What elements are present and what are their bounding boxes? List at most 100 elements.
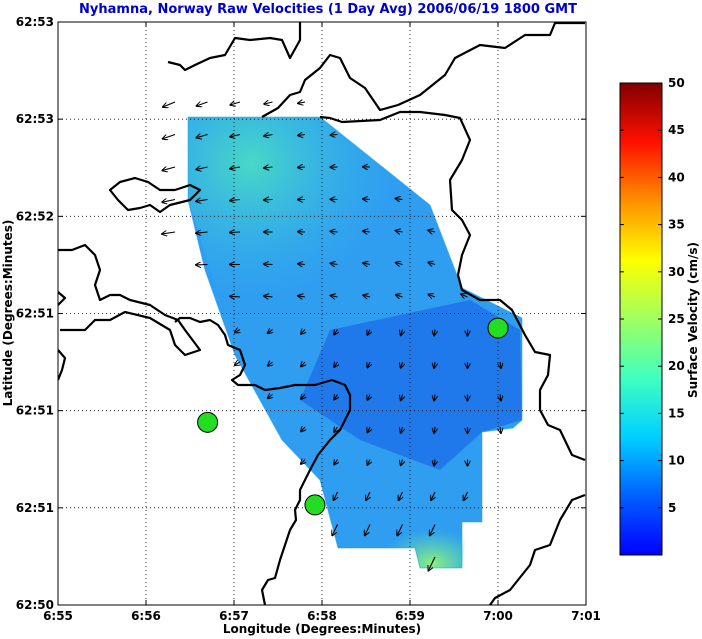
velocity-vector <box>461 294 468 297</box>
velocity-vector <box>235 330 240 333</box>
velocity-vector <box>264 135 273 137</box>
velocity-vector <box>500 426 501 433</box>
velocity-vector <box>268 395 273 399</box>
x-tick-label: 6:55 <box>43 609 73 623</box>
chart-title: Nyhamna, Norway Raw Velocities (1 Day Av… <box>79 2 577 17</box>
velocity-vector <box>196 167 208 170</box>
velocity-vector <box>367 395 370 400</box>
y-axis: 62:53 62:53 62:52 62:51 62:51 62:51 62:50 <box>16 15 586 612</box>
colorbar-tick-label: 10 <box>668 454 685 468</box>
velocity-vector <box>298 296 306 297</box>
velocity-vector <box>163 101 176 107</box>
colorbar <box>619 82 663 556</box>
velocity-vector <box>397 524 403 536</box>
velocity-vector <box>401 459 403 466</box>
x-axis: 6:55 6:56 6:57 6:58 6:59 7:00 7:01 <box>43 22 601 623</box>
velocity-vector <box>331 263 338 264</box>
velocity-field-light <box>188 117 440 350</box>
colorbar-tick-label: 50 <box>668 76 685 90</box>
velocity-vector <box>264 296 273 297</box>
velocity-vector <box>268 362 273 366</box>
x-tick-label: 7:00 <box>483 609 513 623</box>
y-tick-label: 62:50 <box>16 598 54 612</box>
velocity-vector <box>264 200 273 201</box>
velocity-vector <box>396 199 403 200</box>
velocity-vector <box>298 135 306 136</box>
velocity-vector <box>401 394 403 401</box>
velocity-vector <box>430 524 436 536</box>
velocity-vector <box>428 556 436 571</box>
velocity-vector <box>301 330 305 334</box>
velocity-vector <box>196 232 208 233</box>
colorbar-tick-label: 20 <box>668 359 685 373</box>
velocity-vector <box>298 102 306 103</box>
velocity-vector <box>366 491 370 500</box>
velocity-vector <box>264 102 273 104</box>
velocity-vector <box>434 426 435 433</box>
velocity-vector <box>428 262 436 264</box>
x-tick-label: 7:01 <box>571 609 601 623</box>
velocity-vector <box>431 491 435 500</box>
velocity-vector <box>162 232 176 234</box>
velocity-vector <box>434 361 435 368</box>
velocity-vector <box>367 362 370 367</box>
velocity-vector <box>334 460 337 465</box>
velocity-vector <box>367 460 370 465</box>
y-tick-label: 62:52 <box>16 209 54 223</box>
velocity-vector <box>396 231 403 232</box>
velocity-vector <box>396 295 403 297</box>
velocity-vector <box>301 362 305 366</box>
y-tick-label: 62:53 <box>16 112 54 126</box>
station-markers <box>197 317 509 516</box>
colorbar-tick-label: 45 <box>668 123 685 137</box>
velocity-vector <box>363 231 371 232</box>
velocity-vector <box>230 167 241 169</box>
velocity-vector <box>500 394 501 401</box>
velocity-vector <box>196 135 208 138</box>
velocity-vector <box>301 395 305 399</box>
colorbar-label: Surface Velocity (cm/s) <box>686 242 700 398</box>
colorbar-tick-label: 5 <box>668 501 676 515</box>
velocity-vector <box>331 231 338 232</box>
y-tick-label: 62:51 <box>16 501 54 515</box>
velocity-vector <box>264 167 273 168</box>
velocity-vector <box>162 200 176 203</box>
y-tick-label: 62:53 <box>16 15 54 29</box>
coastline <box>58 22 586 605</box>
y-axis-label: Latitude (Degrees:Minutes) <box>1 220 15 407</box>
velocity-vector <box>363 263 371 264</box>
velocity-field <box>187 116 523 569</box>
y-tick-label: 62:51 <box>16 404 54 418</box>
velocity-vectors <box>162 102 501 571</box>
velocity-field-dark <box>300 300 522 470</box>
velocity-vector <box>301 427 305 431</box>
velocity-vector <box>396 263 403 265</box>
velocity-vector <box>334 395 337 400</box>
velocity-vector <box>196 200 208 202</box>
velocity-vector <box>332 524 338 536</box>
y-tick-label: 62:51 <box>16 307 54 321</box>
velocity-vector <box>163 133 176 139</box>
station-marker <box>304 494 326 516</box>
velocity-vector <box>230 135 241 137</box>
x-tick-label: 6:59 <box>395 609 425 623</box>
colorbar-tick-label: 35 <box>668 218 685 232</box>
velocity-vector <box>428 230 436 232</box>
velocity-vector <box>331 135 338 136</box>
velocity-vector <box>230 102 241 105</box>
velocity-vector <box>500 361 501 368</box>
velocity-vector <box>434 394 435 401</box>
velocity-vector <box>428 294 436 297</box>
velocity-vector <box>334 330 337 335</box>
x-axis-label: Longitude (Degrees:Minutes) <box>223 622 421 636</box>
velocity-vector <box>434 329 435 336</box>
velocity-vector <box>367 427 370 432</box>
velocity-vector <box>434 459 435 466</box>
velocity-vector <box>197 102 208 106</box>
velocity-vector <box>363 199 371 200</box>
velocity-vector <box>301 460 305 464</box>
colorbar-ticks: 5 10 15 20 25 30 35 40 45 50 <box>620 76 685 515</box>
velocity-vector <box>399 491 403 500</box>
colorbar-tick-label: 30 <box>668 265 685 279</box>
